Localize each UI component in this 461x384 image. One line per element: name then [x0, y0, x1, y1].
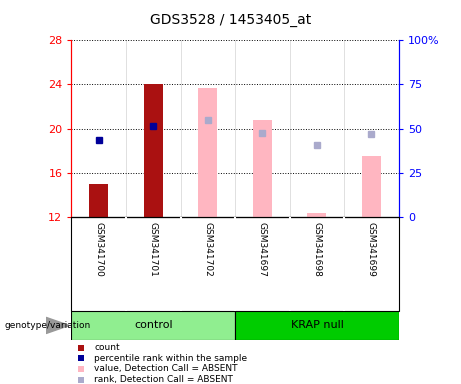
Text: GSM341699: GSM341699 — [367, 222, 376, 276]
Bar — [307, 213, 326, 217]
Text: value, Detection Call = ABSENT: value, Detection Call = ABSENT — [95, 364, 238, 374]
Bar — [89, 184, 108, 217]
Text: GSM341702: GSM341702 — [203, 222, 213, 276]
Text: GSM341698: GSM341698 — [313, 222, 321, 276]
Text: genotype/variation: genotype/variation — [5, 321, 91, 330]
Text: count: count — [95, 343, 120, 352]
Text: GDS3528 / 1453405_at: GDS3528 / 1453405_at — [150, 13, 311, 27]
Text: rank, Detection Call = ABSENT: rank, Detection Call = ABSENT — [95, 375, 233, 384]
Bar — [253, 120, 272, 217]
Polygon shape — [46, 317, 69, 333]
Text: GSM341701: GSM341701 — [149, 222, 158, 276]
Bar — [71, 311, 235, 340]
Bar — [235, 311, 399, 340]
Text: KRAP null: KRAP null — [290, 320, 343, 331]
Text: control: control — [134, 320, 172, 331]
Text: GSM341697: GSM341697 — [258, 222, 267, 276]
Text: GSM341700: GSM341700 — [94, 222, 103, 276]
Bar — [198, 88, 218, 217]
Bar — [144, 84, 163, 217]
Bar — [362, 156, 381, 217]
Text: percentile rank within the sample: percentile rank within the sample — [95, 354, 248, 363]
